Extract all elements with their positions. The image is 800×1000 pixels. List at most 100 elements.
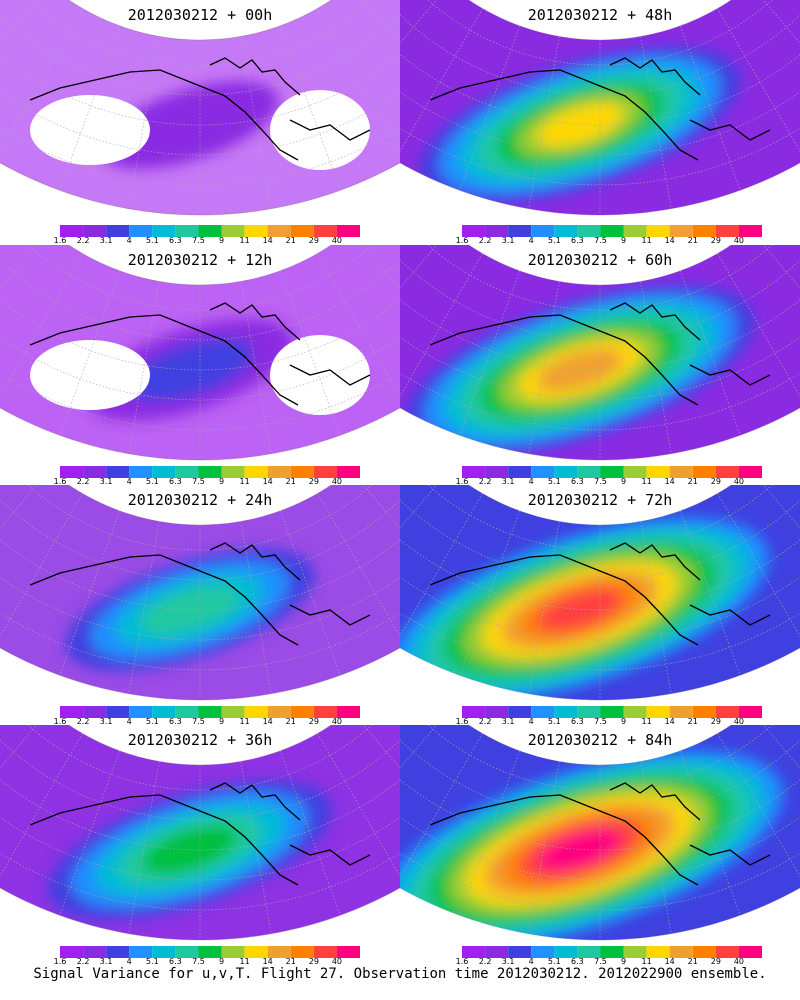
panel-00h: 2012030212 + 00h 1.6 2.2 3.1 4 5.1 6.3 7.5 9 11 1… <box>0 0 400 245</box>
colorbar-swatch <box>715 946 739 958</box>
colorbar-label: 7.5 <box>192 957 205 966</box>
variance-map <box>400 485 800 701</box>
colorbar-label: 1.6 <box>53 236 67 245</box>
colorbar-label: 14 <box>262 957 273 966</box>
variance-map <box>0 725 400 941</box>
colorbar-swatch <box>290 946 314 958</box>
colorbar-label: 21 <box>285 477 296 486</box>
colorbar-label: 5.1 <box>547 236 561 245</box>
colorbar-label: 40 <box>331 957 343 966</box>
missing-region <box>270 90 370 170</box>
colorbar-label: 7.5 <box>594 236 607 245</box>
colorbar-label: 1.6 <box>455 236 469 245</box>
colorbar-swatch <box>646 225 670 237</box>
colorbar-swatch <box>313 466 337 478</box>
colorbar-swatch <box>221 225 245 237</box>
colorbar-swatch <box>175 466 199 478</box>
colorbar-label: 1.6 <box>455 477 469 486</box>
colorbar-swatch <box>462 466 486 478</box>
colorbar-swatch <box>738 706 762 718</box>
panel-title: 2012030212 + 72h <box>527 491 673 509</box>
colorbar-swatch <box>669 946 693 958</box>
colorbar-swatch <box>646 706 670 718</box>
colorbar-label: 3.1 <box>501 717 515 726</box>
colorbar-swatch <box>313 225 337 237</box>
colorbar-label: 40 <box>331 717 343 726</box>
colorbar-label: 6.3 <box>571 717 584 726</box>
colorbar-label: 29 <box>710 717 721 726</box>
colorbar-label: 21 <box>285 717 296 726</box>
colorbar-label: 40 <box>733 236 745 245</box>
colorbar-label: 40 <box>733 717 745 726</box>
colorbar-swatch <box>646 946 670 958</box>
colorbar-label: 21 <box>687 957 698 966</box>
colorbar-labels: 1.6 2.2 3.1 4 5.1 6.3 7.5 9 11 14 21 29 40 <box>54 717 360 727</box>
coastline <box>29 302 371 406</box>
colorbar-swatch <box>198 946 222 958</box>
colorbar-label: 3.1 <box>501 236 515 245</box>
colorbar-swatch <box>554 225 578 237</box>
colorbar-label: 3.1 <box>99 477 113 486</box>
colorbar-label: 2.2 <box>76 236 90 245</box>
colorbar-swatch <box>267 466 291 478</box>
coastline <box>29 782 371 886</box>
colorbar-label: 4 <box>528 717 534 726</box>
colorbar-swatch <box>83 466 107 478</box>
colorbar-label: 4 <box>126 477 132 486</box>
colorbar-labels: 1.6 2.2 3.1 4 5.1 6.3 7.5 9 11 14 21 29 40 <box>456 717 762 727</box>
figure-caption: Signal Variance for u,v,T. Flight 27. Ob… <box>33 966 767 982</box>
colorbar-swatch <box>60 225 84 237</box>
colorbar-label: 2.2 <box>478 957 492 966</box>
panel-24h: 2012030212 + 24h 1.6 2.2 3.1 4 5.1 6.3 7.5 9 11 1… <box>0 485 400 727</box>
colorbar-swatch <box>244 225 268 237</box>
colorbar-label: 29 <box>308 477 319 486</box>
colorbar-label: 9 <box>218 477 225 486</box>
colorbar-swatch <box>267 706 291 718</box>
graticule <box>400 485 800 700</box>
colorbar-label: 6.3 <box>571 477 584 486</box>
colorbar-swatch <box>669 466 693 478</box>
colorbar-label: 6.3 <box>169 957 182 966</box>
colorbar-swatch <box>508 466 532 478</box>
colorbar-label: 2.2 <box>478 236 492 245</box>
missing-region <box>270 335 370 415</box>
graticule <box>0 245 400 460</box>
colorbar-swatch <box>313 706 337 718</box>
colorbar-label: 11 <box>641 236 652 245</box>
colorbar-label: 9 <box>620 477 627 486</box>
colorbar-swatch <box>290 225 314 237</box>
coastline <box>29 542 371 646</box>
colorbar-swatch <box>485 466 509 478</box>
colorbar-swatch <box>715 466 739 478</box>
colorbar: 1.6 2.2 3.1 4 5.1 6.3 7.5 9 11 14 21 29 40 <box>456 943 762 966</box>
colorbar-label: 5.1 <box>547 717 561 726</box>
colorbar-swatch <box>221 706 245 718</box>
colorbar-label: 5.1 <box>547 957 561 966</box>
colorbar-swatch <box>577 466 601 478</box>
colorbar-label: 29 <box>308 717 319 726</box>
variance-map <box>400 245 800 461</box>
panel-72h: 2012030212 + 72h 1.6 2.2 3.1 4 5.1 6.3 7.5 9 11 1… <box>400 485 800 727</box>
colorbar-label: 14 <box>664 236 675 245</box>
colorbar-swatch <box>738 946 762 958</box>
colorbar-swatch <box>336 225 360 237</box>
colorbar-swatch <box>60 466 84 478</box>
colorbar-swatch <box>175 706 199 718</box>
colorbar-label: 3.1 <box>501 477 515 486</box>
colorbar-label: 5.1 <box>145 957 159 966</box>
colorbar-swatch <box>462 946 486 958</box>
variance-contour <box>537 588 623 632</box>
panel-title: 2012030212 + 84h <box>527 731 673 749</box>
colorbar-swatch <box>198 225 222 237</box>
colorbar-label: 5.1 <box>145 477 159 486</box>
variance-contour <box>140 585 240 635</box>
colorbar-label: 7.5 <box>594 957 607 966</box>
colorbar-label: 29 <box>308 236 319 245</box>
colorbar-label: 4 <box>126 957 132 966</box>
colorbar-swatch <box>623 466 647 478</box>
panel-title: 2012030212 + 36h <box>127 731 273 749</box>
colorbar-swatch <box>221 946 245 958</box>
colorbar-label: 11 <box>641 477 652 486</box>
colorbar-swatch <box>531 466 555 478</box>
panel-title: 2012030212 + 24h <box>127 491 273 509</box>
